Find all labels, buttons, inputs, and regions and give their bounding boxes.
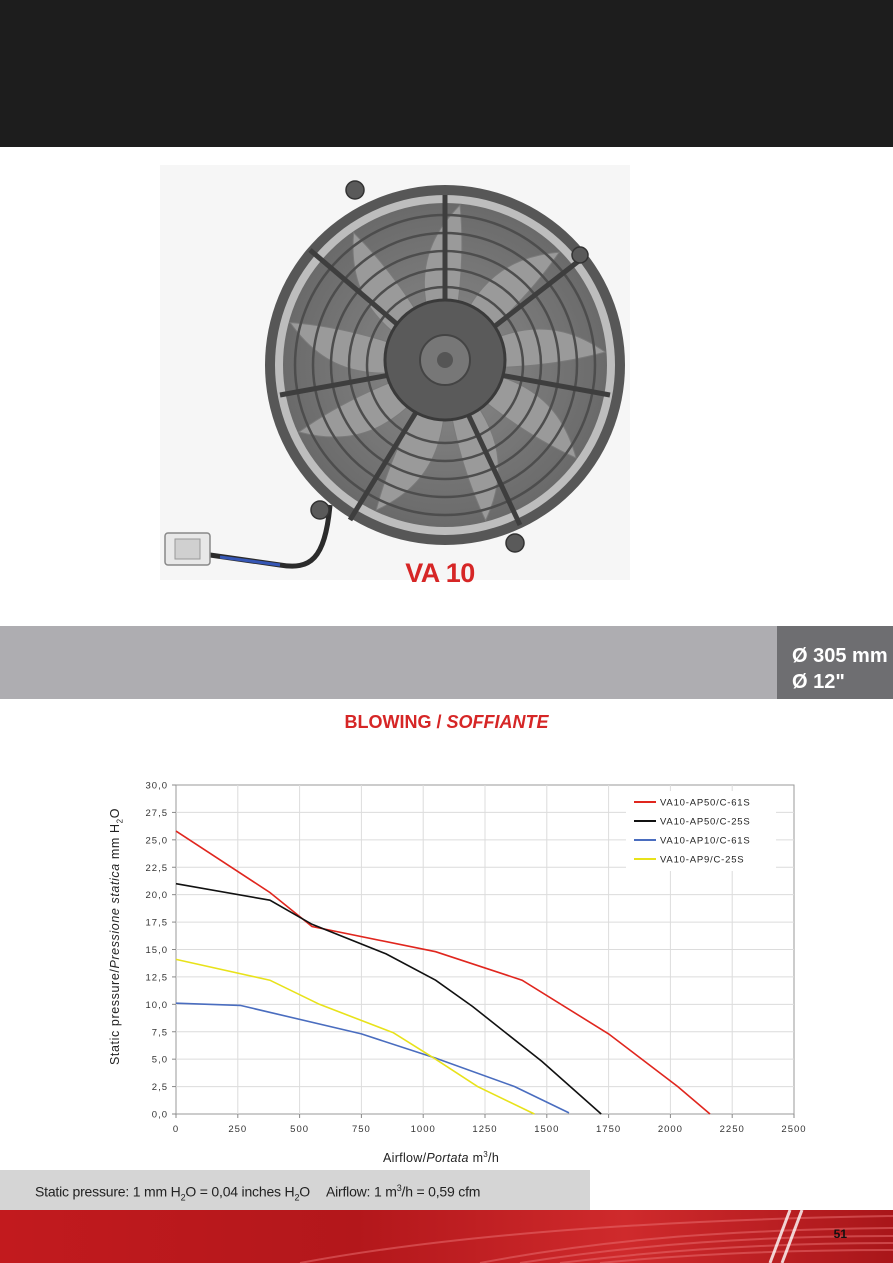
legend-label: VA10-AP50/C-61S: [660, 798, 751, 809]
y-tick-label: 10,0: [146, 1000, 169, 1011]
y-tick-label: 15,0: [146, 945, 169, 956]
x-tick-label: 2000: [658, 1124, 683, 1135]
legend-label: VA10-AP50/C-25S: [660, 817, 751, 828]
y-tick-label: 0,0: [152, 1110, 168, 1121]
y-tick-label: 5,0: [152, 1055, 168, 1066]
series-line-1: [175, 830, 711, 1115]
x-tick-label: 1250: [472, 1124, 497, 1135]
section-title: BLOWING / SOFFIANTE: [0, 712, 893, 733]
y-tick-label: 25,0: [146, 835, 169, 846]
conversion-note: Static pressure: 1 mm H2O = 0,04 inches …: [35, 1183, 481, 1203]
y-tick-label: 27,5: [146, 808, 169, 819]
section-title-italic: SOFFIANTE: [446, 712, 549, 732]
diameter-mm: Ø 305 mm: [792, 645, 888, 667]
y-tick-label: 17,5: [146, 918, 169, 929]
legend-label: VA10-AP10/C-61S: [660, 836, 751, 847]
pressure-airflow-chart: 0 250 500 750 1000 1250 1500 1750 2000 2250 2500 0,…: [146, 781, 806, 1136]
legend-box: [626, 791, 776, 871]
model-name: VA 10: [405, 558, 475, 588]
header-band: [0, 0, 893, 147]
y-tick-label: 20,0: [146, 890, 169, 901]
page-number: 51: [833, 1227, 847, 1241]
chart-x-axis-label: Airflow/Portata m3/h: [383, 1150, 500, 1166]
x-tick-label: 1500: [534, 1124, 559, 1135]
x-tick-label: 1750: [596, 1124, 621, 1135]
x-tick-label: 2500: [781, 1124, 806, 1135]
size-band: [0, 626, 777, 699]
diameter-box: Ø 305 mm Ø 12": [777, 626, 893, 699]
y-tick-label: 22,5: [146, 863, 169, 874]
y-tick-label: 30,0: [146, 781, 169, 792]
fan-image: [160, 165, 630, 580]
footer-stripes: [299, 1210, 893, 1263]
legend-label: VA10-AP9/C-25S: [660, 855, 744, 866]
footer-band: [0, 1210, 893, 1263]
chart-y-axis-label: Static pressure/Pressione statica mm H2O: [108, 807, 125, 1065]
y-tick-label: 12,5: [146, 972, 169, 983]
y-tick-label: 2,5: [152, 1082, 168, 1093]
x-tick-label: 250: [228, 1124, 247, 1135]
series-line-4: [175, 958, 535, 1115]
conversion-note-band: [0, 1170, 590, 1210]
x-tick-label: 500: [290, 1124, 309, 1135]
series-line-3: [175, 1002, 570, 1114]
diameter-inches: Ø 12": [792, 671, 845, 693]
fan-illustration: [164, 180, 625, 569]
y-tick-label: 7,5: [152, 1027, 168, 1038]
x-tick-label: 1000: [411, 1124, 436, 1135]
x-tick-label: 2250: [720, 1124, 745, 1135]
series-line-2: [175, 882, 602, 1115]
x-tick-label: 0: [173, 1124, 179, 1135]
x-tick-label: 750: [352, 1124, 371, 1135]
section-title-main: BLOWING /: [344, 712, 447, 732]
